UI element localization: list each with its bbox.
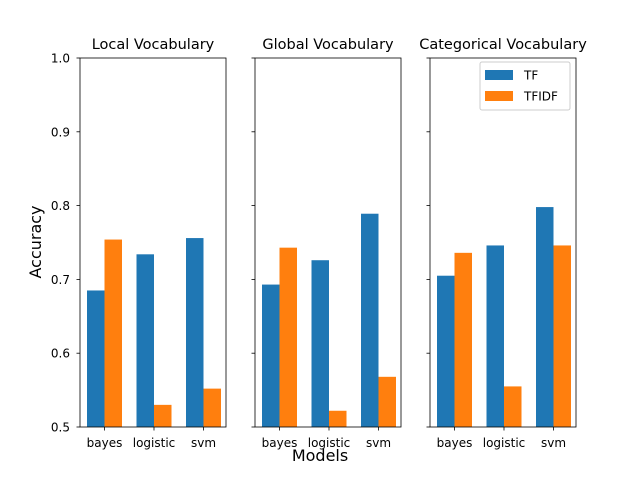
y-tick-label: 0.9 <box>51 125 70 139</box>
x-tick-label: bayes <box>437 436 473 450</box>
y-tick-label: 0.5 <box>51 421 70 435</box>
legend-label-tf: TF <box>523 69 538 83</box>
bar-tfidf-bayes <box>454 252 472 427</box>
x-tick-label: logistic <box>483 436 526 450</box>
bar-tfidf-bayes <box>104 239 122 427</box>
bar-tf-logistic <box>136 254 154 427</box>
bar-tfidf-logistic <box>154 404 172 427</box>
bar-tf-bayes <box>437 275 455 427</box>
x-tick-label: bayes <box>262 436 298 450</box>
bar-tfidf-logistic <box>329 410 347 427</box>
bar-tf-svm <box>361 213 379 427</box>
y-tick-label: 0.8 <box>51 199 70 213</box>
bar-tfidf-svm <box>553 245 571 427</box>
panel-frame <box>429 57 577 428</box>
panel-title: Global Vocabulary <box>262 37 394 53</box>
bar-tf-svm <box>186 238 204 427</box>
y-tick-label: 1.0 <box>51 52 70 66</box>
panel-frame <box>79 57 227 428</box>
bar-tfidf-bayes <box>279 247 297 427</box>
panel-frame <box>254 57 402 428</box>
panel-title: Local Vocabulary <box>92 37 215 53</box>
panel-title: Categorical Vocabulary <box>419 37 587 53</box>
bar-tf-bayes <box>262 284 280 427</box>
bar-tfidf-svm <box>203 388 221 427</box>
bar-tfidf-svm <box>378 376 396 427</box>
y-tick-label: 0.7 <box>51 273 70 287</box>
y-axis-label: Accuracy <box>26 205 45 278</box>
x-tick-label: bayes <box>87 436 123 450</box>
bar-tf-logistic <box>486 245 504 427</box>
x-axis-label: Models <box>292 446 348 465</box>
x-tick-label: svm <box>191 436 216 450</box>
x-tick-label: logistic <box>308 436 351 450</box>
legend-swatch-tf <box>485 70 513 80</box>
legend-label-tfidf: TFIDF <box>523 90 558 104</box>
legend-swatch-tfidf <box>485 91 513 101</box>
bar-tfidf-logistic <box>504 386 522 427</box>
x-tick-label: logistic <box>133 436 176 450</box>
x-tick-label: svm <box>366 436 391 450</box>
bar-tf-bayes <box>87 290 105 427</box>
x-tick-label: svm <box>541 436 566 450</box>
bar-tf-svm <box>536 207 554 427</box>
bar-tf-logistic <box>311 260 329 427</box>
y-tick-label: 0.6 <box>51 347 70 361</box>
